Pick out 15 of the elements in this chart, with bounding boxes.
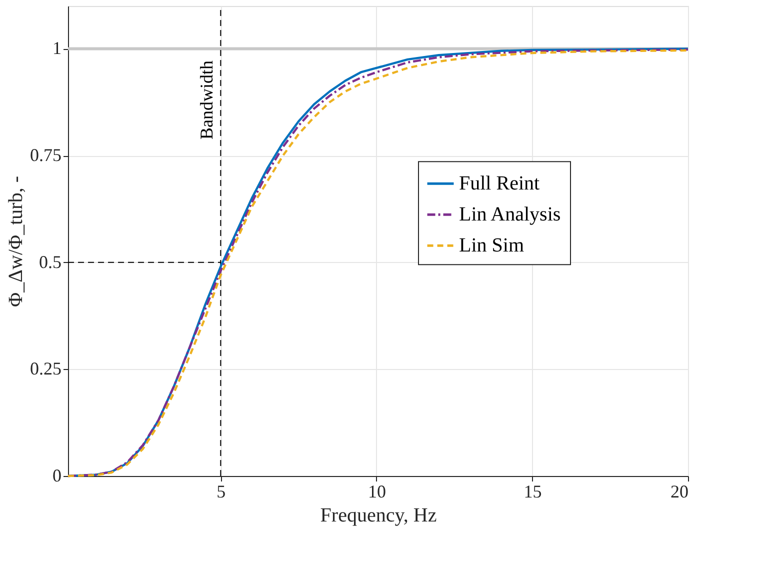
x-tick-label: 5 <box>216 482 226 502</box>
x-axis-title: Frequency, Hz <box>320 504 437 526</box>
x-tick-label: 10 <box>368 482 386 502</box>
legend-label: Lin Analysis <box>459 204 561 226</box>
legend-label: Lin Sim <box>459 234 524 257</box>
x-tick-label: 20 <box>670 482 688 502</box>
y-tick-label: 0.25 <box>30 358 62 379</box>
y-tick-label: 0.75 <box>30 145 62 166</box>
y-tick-label: 1 <box>52 38 62 58</box>
y-tick-label: 0.5 <box>39 252 62 272</box>
y-tick-label: 0 <box>52 466 62 486</box>
y-axis-title: Φ_Δw/Φ_turb, - <box>5 176 27 307</box>
legend-label: Full Reint <box>459 172 540 195</box>
x-tick-label: 15 <box>524 482 542 502</box>
ref-line-label: Bandwidth <box>196 60 217 140</box>
